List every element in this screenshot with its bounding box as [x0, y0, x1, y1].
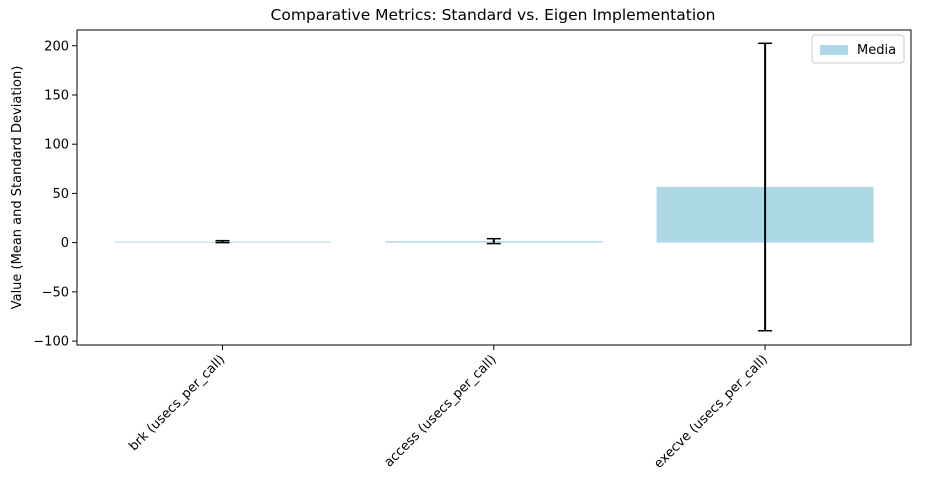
y-tick-label: 200 — [44, 39, 69, 54]
y-axis-label: Value (Mean and Standard Deviation) — [10, 66, 25, 310]
y-tick-label: 150 — [44, 88, 69, 103]
x-tick-label: access (usecs_per_call) — [382, 352, 500, 470]
error-bars-group — [215, 42, 773, 332]
legend-label: Media — [857, 43, 896, 58]
x-tick-label: brk (usecs_per_call) — [126, 352, 228, 454]
y-tick-label: −100 — [33, 335, 69, 350]
legend-box — [811, 34, 905, 64]
y-axis: −100 −50 0 50 100 150 200 — [33, 39, 77, 350]
y-tick-label: 100 — [44, 138, 69, 153]
bars-group — [114, 187, 874, 243]
legend-swatch — [820, 45, 848, 55]
y-tick-label: −50 — [42, 285, 69, 300]
y-tick-label: 50 — [52, 187, 69, 202]
x-axis: brk (usecs_per_call) access (usecs_per_ca… — [126, 345, 771, 472]
chart-title: Comparative Metrics: Standard vs. Eigen … — [271, 6, 716, 24]
x-tick-label: execve (usecs_per_call) — [651, 352, 771, 472]
legend: Media — [811, 34, 905, 64]
y-tick-label: 0 — [61, 236, 69, 251]
